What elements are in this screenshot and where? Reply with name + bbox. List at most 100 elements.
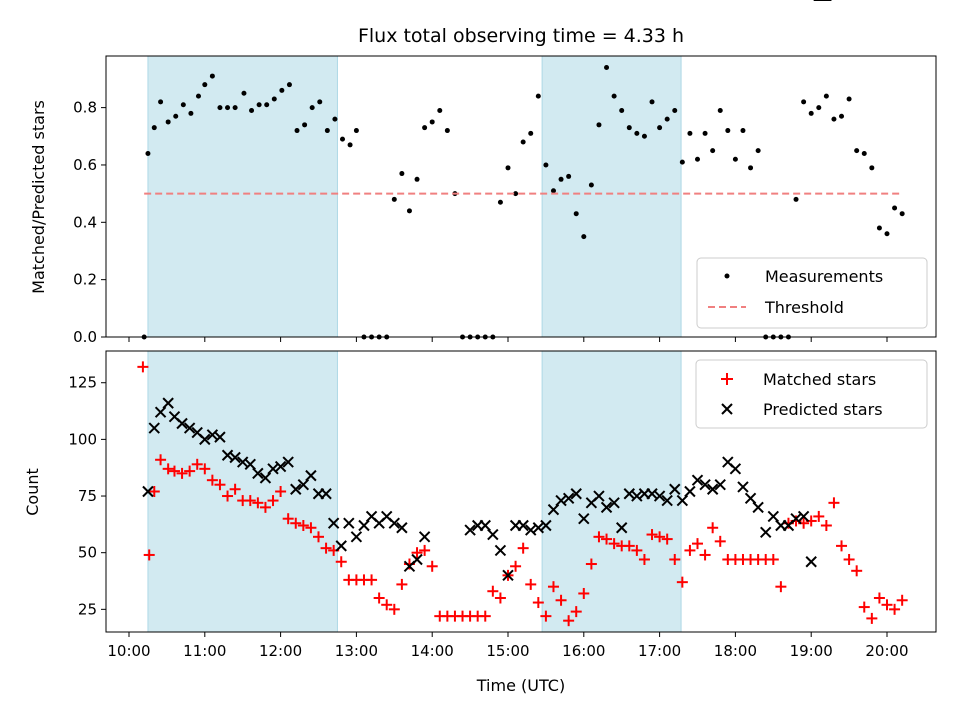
measurement-point: [391, 196, 397, 202]
measurement-point: [195, 93, 201, 99]
measurement-point: [165, 119, 171, 125]
predicted-stars-point: [290, 483, 302, 495]
y-tick-label: 100: [68, 430, 97, 448]
measurement-point: [588, 182, 594, 188]
measurement-point: [202, 82, 208, 88]
measurement-point: [151, 125, 157, 131]
matched-stars-point: [162, 463, 174, 475]
predicted-stars-point: [327, 517, 340, 529]
top-panel-series: [141, 64, 905, 340]
predicted-stars-point: [305, 469, 317, 482]
top-panel-frame: [105, 55, 937, 338]
matched-stars-point: [525, 578, 537, 590]
predicted-stars-point: [162, 397, 174, 409]
measurement-point: [626, 125, 632, 131]
predicted-stars-point: [578, 512, 590, 525]
matched-stars-point: [214, 479, 226, 491]
measurement-point: [816, 105, 822, 111]
predicted-stars-point: [737, 481, 749, 493]
matched-stars-point: [843, 553, 855, 565]
matched-stars-point: [176, 467, 188, 479]
matched-stars-point: [623, 540, 635, 552]
matched-stars-point: [775, 581, 787, 593]
legend-marker-predicted-stars: [721, 403, 733, 415]
predicted-stars-point: [805, 556, 817, 568]
measurement-point: [543, 162, 549, 168]
measurement-point: [725, 128, 731, 134]
measurement-point: [347, 142, 353, 148]
matched-stars-point: [654, 531, 666, 543]
x-axis-label: Time (UTC): [476, 676, 565, 695]
matched-stars-point: [275, 486, 287, 497]
bottom-panel-x-ticks: 10:00 11:00 12:00 13:00 14:00 15:00 16:00 17:00…: [107, 632, 909, 660]
predicted-stars-point: [142, 485, 154, 498]
measurement-point: [710, 148, 716, 154]
measurement-point: [406, 208, 412, 214]
predicted-stars-point: [350, 531, 363, 543]
predicted-stars-point: [570, 488, 582, 500]
predicted-stars-point: [183, 422, 196, 434]
measurement-point: [217, 105, 223, 111]
predicted-stars-point: [517, 519, 529, 532]
matched-stars-point: [684, 544, 696, 556]
matched-stars-point: [570, 606, 582, 618]
matched-stars-point: [229, 483, 241, 495]
matched-stars-point: [252, 497, 264, 509]
measurement-point: [249, 107, 255, 113]
measurement-point: [732, 156, 738, 162]
x-tick-label: 18:00: [714, 642, 757, 660]
measurement-point: [793, 196, 799, 202]
measurement-point: [209, 73, 215, 79]
measurement-point: [535, 93, 541, 99]
matched-stars-point: [494, 592, 506, 604]
measurement-point: [672, 107, 678, 113]
measurement-point: [173, 113, 179, 119]
y-tick-label: 0.8: [73, 99, 97, 117]
x-tick-label: 16:00: [562, 642, 605, 660]
measurement-point: [846, 96, 852, 102]
x-tick-label: 15:00: [486, 642, 529, 660]
predicted-stars-point: [562, 492, 575, 505]
measurement-point: [294, 128, 300, 134]
matched-stars-point: [707, 522, 719, 534]
top-panel-y-ticks: 0.0 0.2 0.4 0.6 0.8: [73, 99, 106, 346]
predicted-stars-point: [274, 460, 287, 473]
matched-stars-point: [191, 458, 203, 470]
measurement-point: [869, 165, 875, 171]
predicted-stars-point: [259, 472, 272, 484]
shaded-region-0: [147, 350, 338, 633]
matched-stars-point: [547, 581, 559, 593]
measurement-point: [422, 125, 428, 131]
matched-stars-point: [206, 474, 218, 486]
predicted-stars-point: [540, 519, 552, 532]
measurement-point: [823, 93, 829, 99]
predicted-stars-point: [297, 478, 310, 491]
predicted-stars-point: [653, 490, 666, 502]
matched-stars-point: [282, 513, 294, 525]
measurement-point: [876, 225, 882, 231]
matched-stars-point: [820, 519, 832, 531]
measurement-point: [558, 176, 564, 182]
measurement-point: [861, 150, 867, 156]
matched-stars-point: [510, 560, 522, 572]
predicted-stars-point: [684, 485, 696, 498]
matched-stars-point: [381, 599, 393, 611]
matched-stars-point: [290, 517, 302, 529]
predicted-stars-point: [252, 467, 264, 480]
x-tick-label: 20:00: [865, 642, 908, 660]
y-tick-label: 0.2: [73, 271, 97, 289]
matched-stars-point: [305, 522, 317, 534]
legend-label-predicted-stars: Predicted stars: [763, 400, 883, 419]
matched-stars-point: [143, 549, 155, 561]
measurement-point: [854, 148, 860, 154]
measurement-point: [634, 130, 640, 136]
measurement-point: [271, 96, 277, 102]
measurement-point: [256, 102, 262, 108]
matched-stars-point: [320, 542, 332, 554]
measurement-point: [264, 102, 270, 108]
matched-stars-point: [373, 592, 385, 604]
measurement-point: [317, 99, 323, 105]
matched-stars-point: [335, 556, 347, 568]
matched-stars-point: [532, 597, 544, 609]
matched-stars-point: [313, 531, 324, 543]
